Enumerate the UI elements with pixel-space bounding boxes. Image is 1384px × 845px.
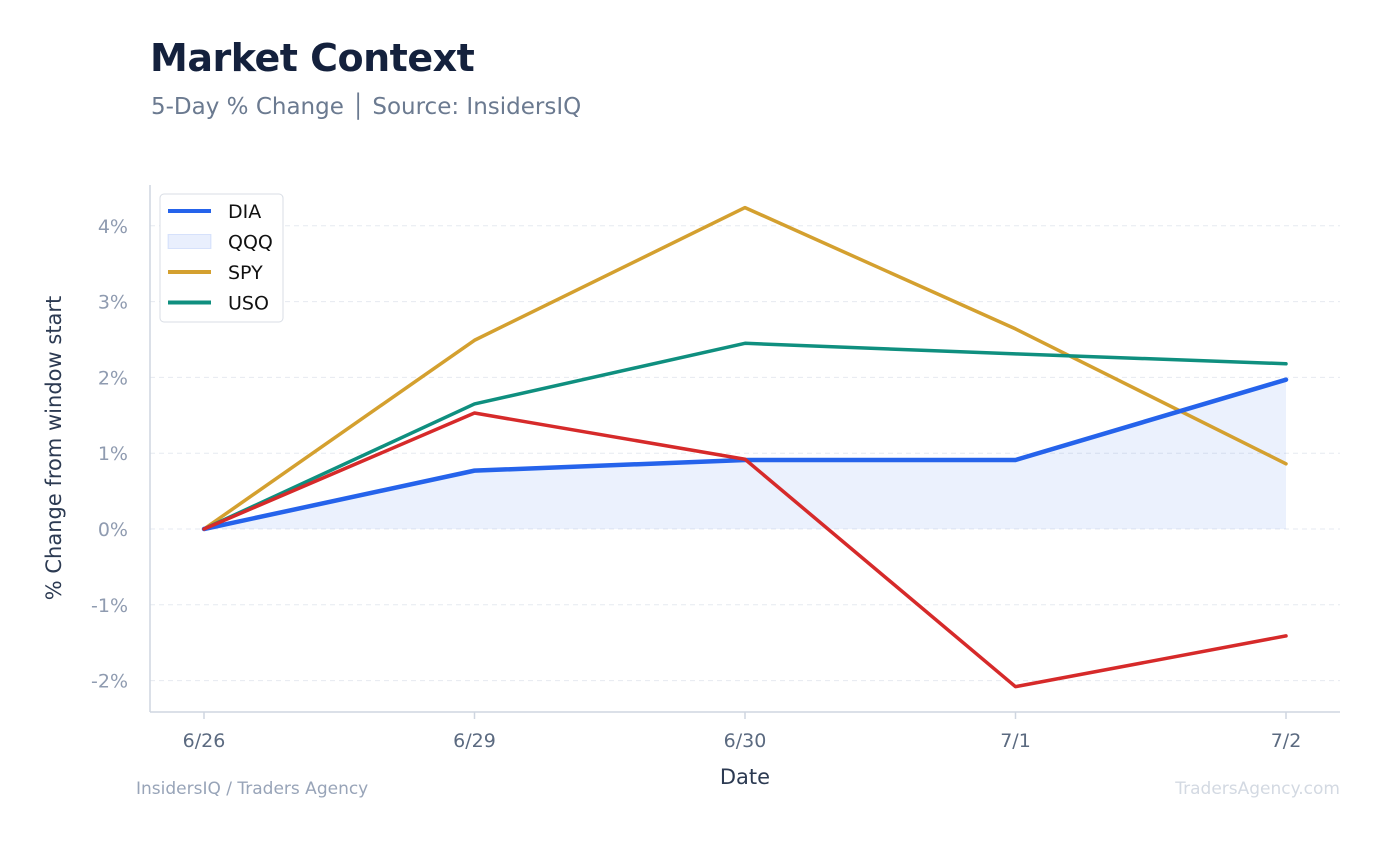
y-tick-label: 1%	[98, 443, 128, 465]
y-tick-label: 3%	[98, 292, 128, 314]
uso-series-line	[202, 341, 1288, 531]
legend-label-spy: SPY	[228, 262, 263, 284]
y-tick-label: 0%	[98, 519, 128, 541]
y-tick-label: -1%	[91, 595, 128, 617]
x-axis-label: Date	[720, 765, 770, 789]
y-tick-label: 4%	[98, 216, 128, 238]
unlabeled-series-line	[202, 411, 1288, 689]
x-tick-label: 7/1	[1000, 730, 1031, 752]
legend-box	[159, 193, 284, 323]
legend-label-dia: DIA	[228, 201, 261, 223]
legend-label-uso: USO	[228, 293, 269, 315]
x-tick-label: 6/30	[724, 730, 767, 752]
footer-credit: InsidersIQ / Traders Agency	[136, 779, 369, 799]
series-lines	[201, 205, 1289, 689]
grid-lines	[150, 225, 1340, 682]
x-tick-label: 7/2	[1271, 730, 1302, 752]
legend: DIA QQQ SPY USO	[159, 193, 284, 323]
legend-label-qqq: QQQ	[228, 232, 273, 254]
x-tick-label: 6/29	[453, 730, 496, 752]
y-tick-label: 2%	[98, 367, 128, 389]
x-tick-label: 6/26	[183, 730, 226, 752]
legend-swatch-qqq	[167, 234, 212, 249]
y-tick-label: -2%	[91, 671, 128, 693]
axes	[149, 185, 1340, 719]
tick-labels: -2% -1% 0% 1% 2% 3% 4% 6/26 6/29 6/30 7/1 7/2	[91, 216, 1301, 752]
spy-series-line	[202, 205, 1288, 531]
chart-title: Market Context	[150, 36, 475, 80]
chart-subtitle: 5-Day % Change │ Source: InsidersIQ	[151, 94, 582, 120]
y-axis-label: % Change from window start	[42, 296, 66, 601]
qqq-area	[204, 379, 1286, 529]
area-fill-layer	[204, 379, 1286, 529]
footer-watermark: TradersAgency.com	[1175, 779, 1340, 799]
